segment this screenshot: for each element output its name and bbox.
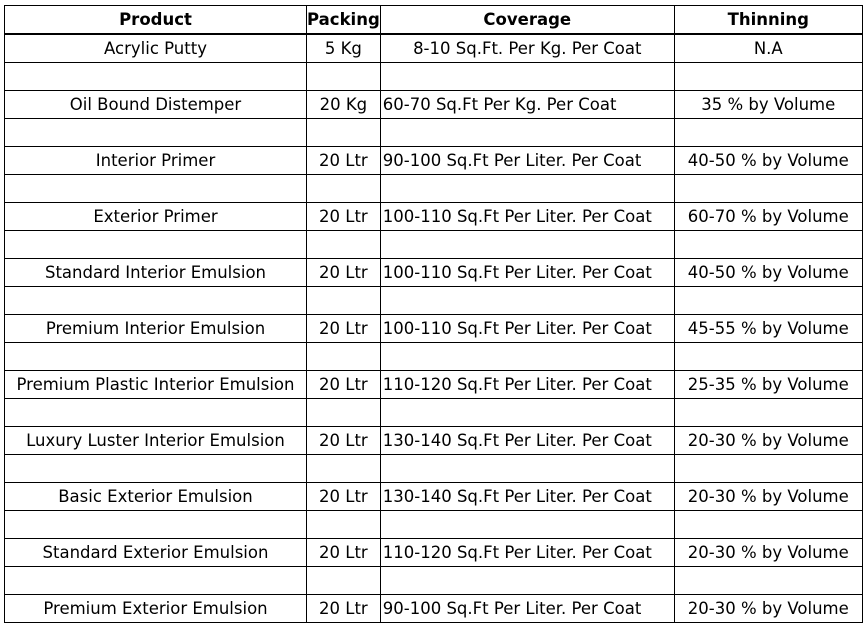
cell-thinning: 20-30 % by Volume bbox=[673, 426, 863, 455]
table-row: Standard Interior Emulsion 20 Ltr 100-11… bbox=[4, 258, 863, 287]
cell-packing: 20 Ltr bbox=[306, 594, 381, 623]
cell-coverage: 60-70 Sq.Ft Per Kg. Per Coat bbox=[379, 90, 675, 119]
cell-product: Premium Plastic Interior Emulsion bbox=[4, 370, 307, 399]
header-packing: Packing bbox=[306, 5, 381, 35]
cell-product: Basic Exterior Emulsion bbox=[4, 482, 307, 511]
cell-coverage: 100-110 Sq.Ft Per Liter. Per Coat bbox=[379, 258, 675, 287]
cell-coverage: 8-10 Sq.Ft. Per Kg. Per Coat bbox=[379, 33, 675, 63]
cell-packing: 20 Ltr bbox=[306, 538, 381, 567]
cell-thinning: 20-30 % by Volume bbox=[673, 538, 863, 567]
table-row: Premium Interior Emulsion 20 Ltr 100-110… bbox=[4, 314, 863, 343]
header-thinning: Thinning bbox=[673, 5, 863, 35]
cell-coverage: 100-110 Sq.Ft Per Liter. Per Coat bbox=[379, 314, 675, 343]
cell-coverage: 110-120 Sq.Ft Per Liter. Per Coat bbox=[379, 370, 675, 399]
cell-thinning: 35 % by Volume bbox=[673, 90, 863, 119]
spacer-row bbox=[4, 174, 863, 203]
cell-packing: 20 Ltr bbox=[306, 146, 381, 175]
spacer-row bbox=[4, 342, 863, 371]
spacer-row bbox=[4, 398, 863, 427]
table-row: Oil Bound Distemper 20 Kg 60-70 Sq.Ft Pe… bbox=[4, 90, 863, 119]
header-coverage: Coverage bbox=[379, 5, 675, 35]
spacer-row bbox=[4, 230, 863, 259]
cell-coverage: 110-120 Sq.Ft Per Liter. Per Coat bbox=[379, 538, 675, 567]
cell-thinning: 20-30 % by Volume bbox=[673, 482, 863, 511]
cell-coverage: 90-100 Sq.Ft Per Liter. Per Coat bbox=[379, 146, 675, 175]
cell-thinning: N.A bbox=[673, 33, 863, 63]
cell-thinning: 20-30 % by Volume bbox=[673, 594, 863, 623]
cell-coverage: 90-100 Sq.Ft Per Liter. Per Coat bbox=[379, 594, 675, 623]
table-row: Premium Exterior Emulsion 20 Ltr 90-100 … bbox=[4, 594, 863, 623]
spacer-row bbox=[4, 510, 863, 539]
cell-product: Interior Primer bbox=[4, 146, 307, 175]
cell-packing: 20 Ltr bbox=[306, 258, 381, 287]
header-product: Product bbox=[4, 5, 307, 35]
spacer-row bbox=[4, 62, 863, 91]
spacer-row bbox=[4, 118, 863, 147]
table-row: Basic Exterior Emulsion 20 Ltr 130-140 S… bbox=[4, 482, 863, 511]
cell-packing: 20 Ltr bbox=[306, 370, 381, 399]
cell-product: Exterior Primer bbox=[4, 202, 307, 231]
cell-thinning: 25-35 % by Volume bbox=[673, 370, 863, 399]
table-row: Acrylic Putty 5 Kg 8-10 Sq.Ft. Per Kg. P… bbox=[4, 33, 863, 63]
cell-packing: 20 Kg bbox=[306, 90, 381, 119]
table-row: Exterior Primer 20 Ltr 100-110 Sq.Ft Per… bbox=[4, 202, 863, 231]
cell-product: Acrylic Putty bbox=[4, 33, 307, 63]
cell-packing: 20 Ltr bbox=[306, 202, 381, 231]
table-row: Premium Plastic Interior Emulsion 20 Ltr… bbox=[4, 370, 863, 399]
header-row: Product Packing Coverage Thinning bbox=[4, 5, 863, 35]
cell-thinning: 45-55 % by Volume bbox=[673, 314, 863, 343]
cell-coverage: 100-110 Sq.Ft Per Liter. Per Coat bbox=[379, 202, 675, 231]
cell-product: Standard Interior Emulsion bbox=[4, 258, 307, 287]
spacer-row bbox=[4, 566, 863, 595]
spacer-row bbox=[4, 286, 863, 315]
cell-product: Oil Bound Distemper bbox=[4, 90, 307, 119]
paint-product-table: Product Packing Coverage Thinning Acryli… bbox=[4, 5, 863, 623]
cell-product: Luxury Luster Interior Emulsion bbox=[4, 426, 307, 455]
cell-packing: 20 Ltr bbox=[306, 426, 381, 455]
cell-coverage: 130-140 Sq.Ft Per Liter. Per Coat bbox=[379, 426, 675, 455]
cell-packing: 20 Ltr bbox=[306, 482, 381, 511]
cell-packing: 20 Ltr bbox=[306, 314, 381, 343]
table-row: Luxury Luster Interior Emulsion 20 Ltr 1… bbox=[4, 426, 863, 455]
cell-product: Premium Exterior Emulsion bbox=[4, 594, 307, 623]
table-row: Standard Exterior Emulsion 20 Ltr 110-12… bbox=[4, 538, 863, 567]
cell-coverage: 130-140 Sq.Ft Per Liter. Per Coat bbox=[379, 482, 675, 511]
cell-product: Standard Exterior Emulsion bbox=[4, 538, 307, 567]
cell-product: Premium Interior Emulsion bbox=[4, 314, 307, 343]
cell-thinning: 60-70 % by Volume bbox=[673, 202, 863, 231]
spacer-row bbox=[4, 454, 863, 483]
cell-thinning: 40-50 % by Volume bbox=[673, 258, 863, 287]
cell-thinning: 40-50 % by Volume bbox=[673, 146, 863, 175]
cell-packing: 5 Kg bbox=[306, 33, 381, 63]
table-row: Interior Primer 20 Ltr 90-100 Sq.Ft Per … bbox=[4, 146, 863, 175]
